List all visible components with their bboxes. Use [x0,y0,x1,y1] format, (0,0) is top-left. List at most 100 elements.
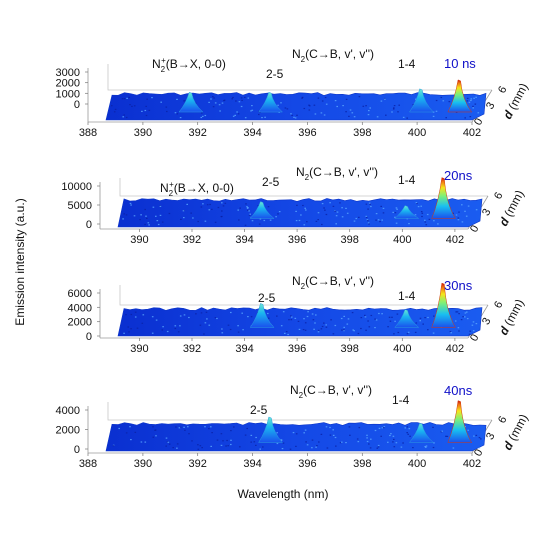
surface-noise [366,434,368,436]
surface-noise [324,96,327,99]
surface-noise [244,434,247,436]
surface-noise [446,435,449,437]
surface-noise [140,214,142,216]
surface-noise [315,446,317,448]
surface-noise [131,105,133,107]
surface-noise [478,437,481,439]
surface-noise [393,333,395,335]
surface-noise [258,223,261,225]
surface-noise [129,104,131,106]
surface-noise [397,331,400,334]
surface-noise [175,426,177,428]
surface-noise [362,105,365,107]
surface-noise [358,427,361,429]
surface-noise [290,113,292,115]
peak-annotation: N2(C→B, v', v'') [296,165,378,182]
surface-noise [303,224,306,226]
peak-3 [431,282,456,328]
surface-noise [202,115,204,117]
surface-noise [424,446,426,448]
surface-noise [393,446,396,448]
surface-noise [248,210,250,212]
surface-noise [351,112,354,114]
surface-noise [221,210,223,212]
surface-noise [166,110,168,113]
surface-noise [326,447,329,449]
surface-noise [183,426,185,428]
surface-noise [315,220,318,222]
surface-noise [347,318,350,320]
x-tick-label: 394 [235,343,253,355]
surface-noise [259,218,262,220]
surface-noise [176,443,179,445]
x-tick-label: 400 [408,127,426,139]
surface-noise [424,219,426,221]
surface-noise [304,322,307,324]
surface-noise [394,320,396,322]
x-tick-label: 394 [243,458,261,470]
surface-noise [303,318,305,320]
surface-noise [313,328,315,330]
d-tick-label: 3 [484,100,497,111]
surface-noise [400,446,403,448]
surface-noise [201,112,203,114]
surface-noise [221,328,223,330]
peak-annotation: 2-5 [266,67,284,81]
back-frame [107,64,492,91]
surface-noise [472,330,475,332]
x-tick-label: 388 [79,458,97,470]
surface-noise [159,205,162,207]
surface-noise [388,316,391,318]
surface-noise [346,323,349,325]
surface-noise [295,220,298,222]
surface-noise [212,106,215,108]
surface-noise [244,224,247,226]
surface-noise [449,330,452,333]
surface-noise [315,314,317,316]
surface-noise [375,219,377,221]
surface-noise [222,440,224,442]
surface-noise [383,426,386,428]
surface-noise [355,217,358,220]
surface-noise [391,111,393,113]
d-axis-unit: (mm) [504,81,531,115]
surface-noise [316,445,318,447]
surface-noise [303,107,306,110]
surface-noise [200,206,203,208]
peak-2 [394,205,420,219]
x-tick-label: 402 [463,127,481,139]
surface-noise [308,109,311,111]
surface-noise [165,106,168,108]
surface-noise [457,327,460,329]
surface-noise [294,117,297,119]
surface-noise [206,318,208,320]
surface-noise [402,442,404,444]
surface-noise [255,444,257,446]
surface-noise [466,100,469,102]
z-tick-label: 0 [74,444,80,456]
surface-noise [396,313,399,315]
surface-noise [452,447,455,449]
surface-noise [395,442,398,444]
surface-noise [204,426,206,428]
surface-noise [374,318,376,320]
surface-noise [387,326,389,328]
surface-noise [303,432,305,434]
surface-noise [290,315,292,317]
surface-noise [464,316,466,318]
surface-noise [232,115,235,117]
surface-noise [472,321,475,323]
surface-noise [302,204,304,207]
surface-noise [323,322,325,324]
surface-noise [224,202,227,204]
surface-noise [205,311,208,313]
surface-noise [183,100,185,102]
surface-noise [478,447,481,449]
x-tick-label: 398 [353,127,371,139]
surface-noise [277,104,279,106]
surface-noise [188,433,190,435]
peak-annotation: 1-4 [398,173,416,187]
z-tick-label: 3000 [56,67,80,79]
surface-noise [406,432,408,434]
peak-annotation: 2-5 [262,175,280,189]
